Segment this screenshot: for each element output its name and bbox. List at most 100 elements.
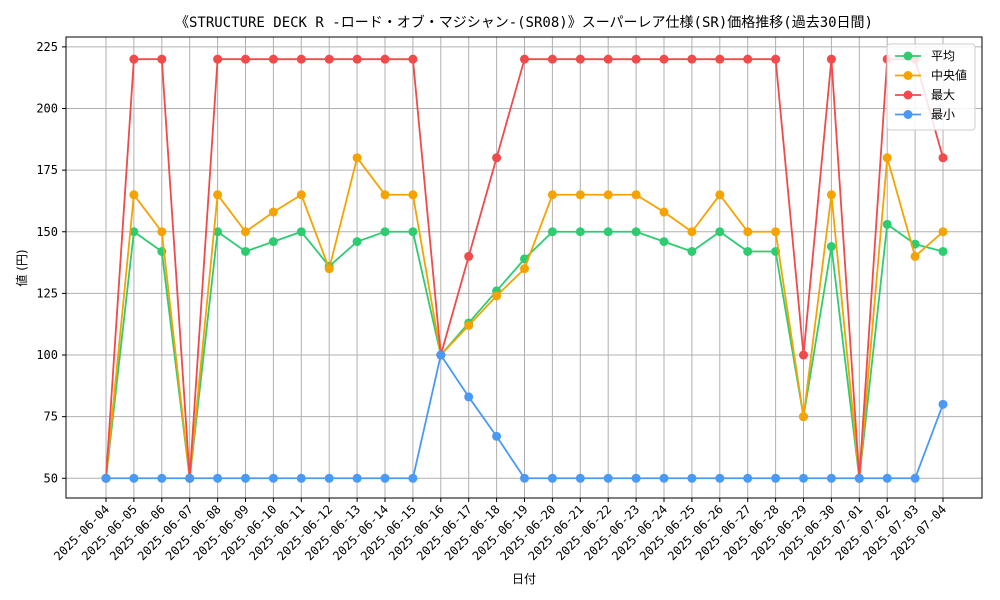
data-point (715, 473, 725, 483)
legend-marker (903, 51, 913, 61)
data-point (520, 264, 529, 274)
y-tick-label: 175 (36, 163, 58, 177)
data-point (492, 431, 502, 441)
data-point (547, 227, 557, 237)
y-tick-label: 50 (44, 471, 58, 485)
data-point (241, 54, 250, 64)
data-point (631, 227, 641, 237)
data-point (659, 207, 669, 217)
data-point (938, 246, 948, 256)
data-point (799, 412, 808, 422)
data-point (324, 54, 334, 64)
x-axis-ticks: 2025-06-042025-06-052025-06-062025-06-07… (51, 498, 949, 563)
data-point (324, 473, 334, 483)
data-point (771, 227, 781, 237)
y-tick-label: 100 (36, 348, 58, 362)
data-point (771, 473, 781, 483)
data-point (799, 350, 808, 360)
data-point (464, 392, 474, 402)
data-point (603, 473, 613, 483)
data-point (910, 251, 920, 261)
legend-marker (903, 110, 913, 119)
data-point (213, 54, 223, 64)
data-point (296, 54, 306, 64)
data-point (687, 54, 697, 64)
data-point (799, 473, 808, 483)
data-point (687, 227, 697, 237)
data-point (324, 264, 334, 274)
data-point (241, 227, 250, 237)
data-point (882, 219, 892, 229)
data-point (938, 227, 948, 237)
data-point (603, 190, 613, 200)
data-point (157, 54, 167, 64)
data-point (492, 291, 502, 301)
data-point (101, 473, 111, 483)
y-tick-label: 225 (36, 40, 58, 54)
data-point (129, 190, 139, 200)
data-point (380, 473, 390, 483)
data-point (547, 54, 557, 64)
y-tick-label: 200 (36, 101, 58, 115)
y-axis-ticks: 50 75 100 125 150 175 200 225 (36, 40, 66, 485)
data-point (631, 473, 641, 483)
data-point (268, 207, 278, 217)
data-point (352, 473, 362, 483)
data-point (408, 227, 418, 237)
data-point (464, 251, 474, 261)
data-point (492, 153, 502, 163)
data-point (268, 237, 278, 247)
data-point (743, 473, 753, 483)
data-point (854, 473, 864, 483)
data-point (296, 190, 306, 200)
data-point (380, 227, 390, 237)
data-point (631, 54, 641, 64)
data-point (826, 54, 836, 64)
data-point (575, 54, 585, 64)
grid (66, 37, 982, 498)
data-point (743, 246, 753, 256)
data-point (575, 227, 585, 237)
y-tick-label: 150 (36, 225, 58, 239)
x-axis-label: 日付 (512, 572, 536, 586)
data-point (938, 399, 948, 409)
data-point (380, 190, 390, 200)
data-point (213, 190, 223, 200)
data-point (520, 473, 529, 483)
data-point (408, 190, 418, 200)
data-point (129, 54, 139, 64)
data-point (826, 190, 836, 200)
data-point (771, 54, 781, 64)
data-point (352, 153, 362, 163)
data-point (715, 190, 725, 200)
data-point (743, 227, 753, 237)
data-point (687, 473, 697, 483)
series-4 (101, 350, 948, 483)
data-point (659, 473, 669, 483)
data-point (296, 227, 306, 237)
legend-marker (903, 90, 913, 100)
chart-title: 《STRUCTURE DECK R -ロード・オブ・マジシャン-(SR08)》ス… (175, 14, 873, 31)
data-point (241, 246, 250, 256)
data-point (910, 473, 920, 483)
data-point (603, 54, 613, 64)
legend-label: 最大 (931, 88, 955, 102)
y-axis-label: 値 (円) (14, 249, 29, 286)
data-point (715, 227, 725, 237)
data-point (547, 190, 557, 200)
data-point (296, 473, 306, 483)
legend-label: 最小 (931, 108, 955, 122)
data-point (575, 190, 585, 200)
data-point (129, 473, 139, 483)
data-point (213, 473, 223, 483)
data-point (241, 473, 250, 483)
data-point (408, 473, 418, 483)
data-point (268, 54, 278, 64)
data-point (826, 473, 836, 483)
data-point (157, 227, 167, 237)
data-point (213, 227, 223, 237)
data-point (687, 246, 697, 256)
data-point (659, 54, 669, 64)
series-2 (101, 153, 948, 483)
data-point (743, 54, 753, 64)
